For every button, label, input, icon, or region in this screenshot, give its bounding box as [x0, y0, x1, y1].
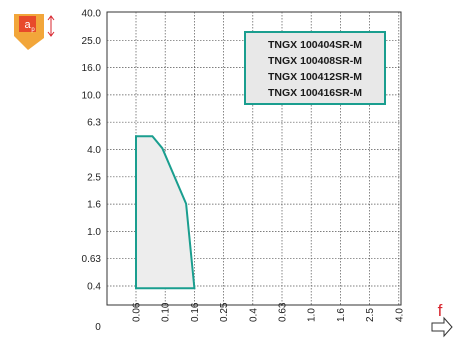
right-arrow-icon [431, 316, 453, 338]
insert-arrow-head-top [47, 15, 55, 21]
y-tick-label: 1.0 [87, 227, 101, 238]
legend-entry-4: TNGX 100416SR-M [268, 87, 362, 99]
x-tick-label: 0.06 [132, 302, 143, 322]
y-tick-label: 4.0 [87, 145, 101, 156]
x-tick-label: 1.0 [307, 308, 318, 322]
x-axis-label: f [438, 301, 443, 320]
y-tick-label: 25.0 [82, 36, 102, 47]
x-tick-label: 0.25 [219, 302, 230, 322]
y-tick-label: 0.4 [87, 282, 101, 293]
y-tick-label: 10.0 [82, 90, 102, 101]
x-tick-label: 0.63 [278, 302, 289, 322]
insert-label-box [19, 16, 36, 32]
x-tick-label: 2.5 [365, 308, 376, 322]
legend-entry-3: TNGX 100412SR-M [268, 71, 362, 83]
origin-label: 0 [95, 322, 101, 333]
insert-label-sub: p [31, 27, 35, 33]
y-tick-label: 0.63 [82, 254, 102, 265]
legend: TNGX 100404SR-M TNGX 100408SR-M TNGX 100… [244, 31, 386, 105]
insert-label: a [24, 19, 31, 31]
legend-box [244, 31, 386, 105]
x-tick-label: 1.6 [336, 308, 347, 322]
y-tick-label: 40.0 [82, 9, 102, 20]
x-tick-label: 0.16 [190, 302, 201, 322]
insert-arrow-head-bottom [47, 31, 55, 37]
x-tick-label: 0.10 [161, 302, 172, 322]
y-tick-label: 1.6 [87, 200, 101, 211]
legend-entry-1: TNGX 100404SR-M [268, 39, 362, 51]
x-tick-label: 4.0 [394, 308, 405, 322]
x-tick-labels: 0.06 0.10 0.16 0.25 0.4 0.63 1.0 1.6 2.5 4.0 [132, 302, 406, 322]
insert-depth-of-cut-icon: a p [14, 14, 55, 50]
legend-entry-2: TNGX 100408SR-M [268, 55, 362, 67]
y-tick-label: 2.5 [87, 172, 101, 183]
y-tick-label: 16.0 [82, 63, 102, 74]
y-tick-labels: 40.0 25.0 16.0 10.0 6.3 4.0 2.5 1.6 1.0 0.63 0.4 [82, 9, 102, 293]
y-tick-label: 6.3 [87, 118, 101, 129]
x-tick-label: 0.4 [248, 308, 259, 322]
application-region [135, 135, 196, 290]
